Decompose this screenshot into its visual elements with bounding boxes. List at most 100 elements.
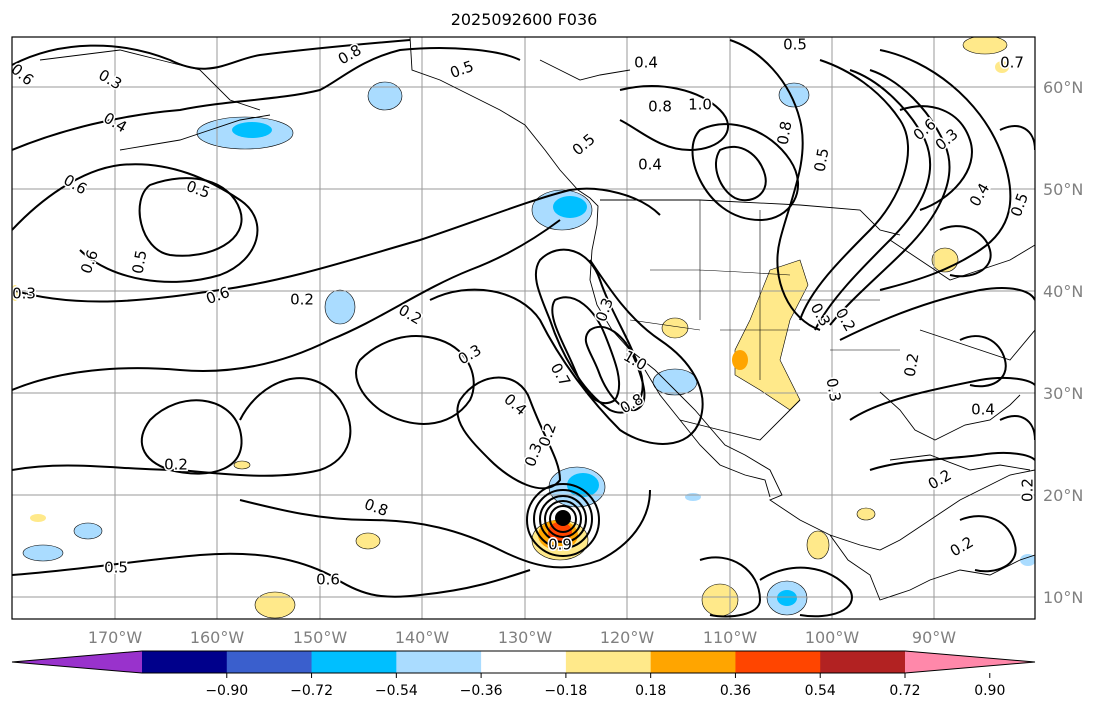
colorbar-tick-label: −0.72: [290, 683, 333, 699]
contour: [355, 335, 475, 425]
pos-fill: [30, 514, 46, 522]
colorbar-extend-max: [905, 651, 1035, 673]
contour-label: 0.4: [634, 54, 658, 72]
pos-fill: [254, 591, 296, 619]
storm-center-dot: [555, 510, 571, 526]
contour: [456, 376, 562, 490]
contour-label: 0.4: [638, 156, 662, 174]
contour: [799, 59, 909, 321]
colorbar-outline: [11, 650, 1036, 674]
colorbar-tick-label: −0.54: [375, 683, 418, 699]
colorbar-segment: [735, 651, 821, 673]
colorbar-tick-label: 0.18: [635, 683, 666, 699]
colorbar-extend-min: [12, 651, 142, 673]
contour: [12, 377, 352, 477]
neg-fill-core: [553, 196, 587, 218]
contour: [12, 39, 411, 70]
lon-axis: 170°W 160°W 150°W 140°W 130°W 120°W 110°…: [88, 628, 956, 647]
lon-tick-label: 150°W: [293, 628, 348, 647]
contour-label: 0.8: [648, 98, 672, 116]
storm-ring: [544, 500, 582, 538]
colorbar: −0.90 −0.72 −0.54 −0.36 −0.18 0.18 0.36 0.54 0.7…: [11, 650, 1036, 699]
contour: [899, 105, 973, 211]
contour: [534, 248, 644, 414]
colorbar-segment: [565, 651, 652, 673]
lat-tick-label: 60°N: [1043, 78, 1083, 97]
storm-contours: [526, 483, 600, 557]
pos-fill-core: [732, 350, 748, 370]
contour-label: 0.8: [774, 120, 796, 147]
neg-fill: [367, 81, 403, 111]
neg-fill: [73, 522, 103, 540]
contour-label: 0.2: [290, 291, 314, 309]
contour: [138, 177, 243, 257]
plot-title: 2025092600 F036: [451, 10, 598, 29]
state-borders: [629, 200, 900, 380]
storm-ring: [549, 505, 577, 533]
colorbar-tick-label: −0.36: [460, 683, 503, 699]
pos-fill: [233, 460, 251, 470]
storm-ring: [526, 483, 600, 557]
contour: [699, 556, 762, 618]
neg-fill: [1020, 554, 1035, 566]
contour: [715, 145, 767, 202]
lon-tick-label: 90°W: [912, 628, 956, 647]
coastline: [409, 37, 1035, 551]
gulf-coast: [879, 391, 1021, 441]
contour-label: 0.3: [12, 285, 36, 303]
colorbar-tick-label: 0.90: [974, 683, 1005, 699]
contour-label: 0.4: [971, 401, 995, 419]
storm-ring: [533, 489, 593, 549]
us-canada-border: [600, 199, 901, 236]
colorbar-tick-label: 0.72: [889, 683, 920, 699]
contour: [839, 287, 1035, 341]
contour: [12, 187, 661, 303]
neg-fill: [22, 544, 64, 562]
contour: [619, 85, 730, 152]
storm-ring: [539, 495, 587, 543]
pos-fill: [701, 583, 739, 617]
contour-label: 1.0: [688, 96, 712, 114]
colorbar-tick-label: 0.36: [720, 683, 751, 699]
lat-tick-label: 20°N: [1043, 486, 1083, 505]
contour-label: 0.7: [1000, 54, 1024, 72]
contour: [869, 451, 1035, 471]
neg-fill-core: [232, 122, 272, 138]
contour: [939, 225, 992, 278]
contour: [879, 49, 1012, 291]
island-coast: [889, 454, 1031, 471]
neg-fill: [324, 289, 356, 325]
lat-tick-label: 30°N: [1043, 384, 1083, 403]
contour: [691, 123, 800, 222]
lon-tick-label: 110°W: [703, 628, 758, 647]
contour-label: 0.2: [164, 456, 188, 474]
contour-label: 0.2: [1019, 478, 1037, 502]
lon-tick-label: 170°W: [88, 628, 143, 647]
us-mexico-border: [679, 399, 801, 441]
contour: [12, 219, 561, 391]
contour: [429, 259, 704, 445]
pos-fill: [995, 61, 1009, 73]
contour: [849, 376, 1035, 421]
great-lakes-coast: [889, 239, 1035, 281]
pos-fill: [856, 507, 876, 521]
map-frame: [11, 36, 1036, 620]
contour: [959, 515, 1017, 573]
contour: [729, 39, 821, 331]
lon-tick-label: 140°W: [395, 628, 450, 647]
colorbar-segment: [481, 651, 567, 673]
colorbar-segment: [311, 651, 397, 673]
contour-label: 0.5: [104, 559, 128, 577]
contour: [12, 163, 259, 283]
pos-fill: [962, 37, 1008, 55]
map-panel: 0.80.5 0.40.6 0.30.50.70.40.6 0.50.50.60.3 0…: [11, 36, 1037, 620]
canada-border: [539, 59, 631, 81]
neg-fill: [652, 368, 698, 396]
alaska-coast: [39, 49, 261, 111]
contour: [959, 335, 1007, 388]
colorbar-tick-label: 0.54: [805, 683, 836, 699]
pos-fill: [806, 530, 830, 560]
colorbar-tick-label: −0.18: [544, 683, 587, 699]
contour: [12, 552, 531, 598]
neg-fill-core: [567, 473, 599, 497]
